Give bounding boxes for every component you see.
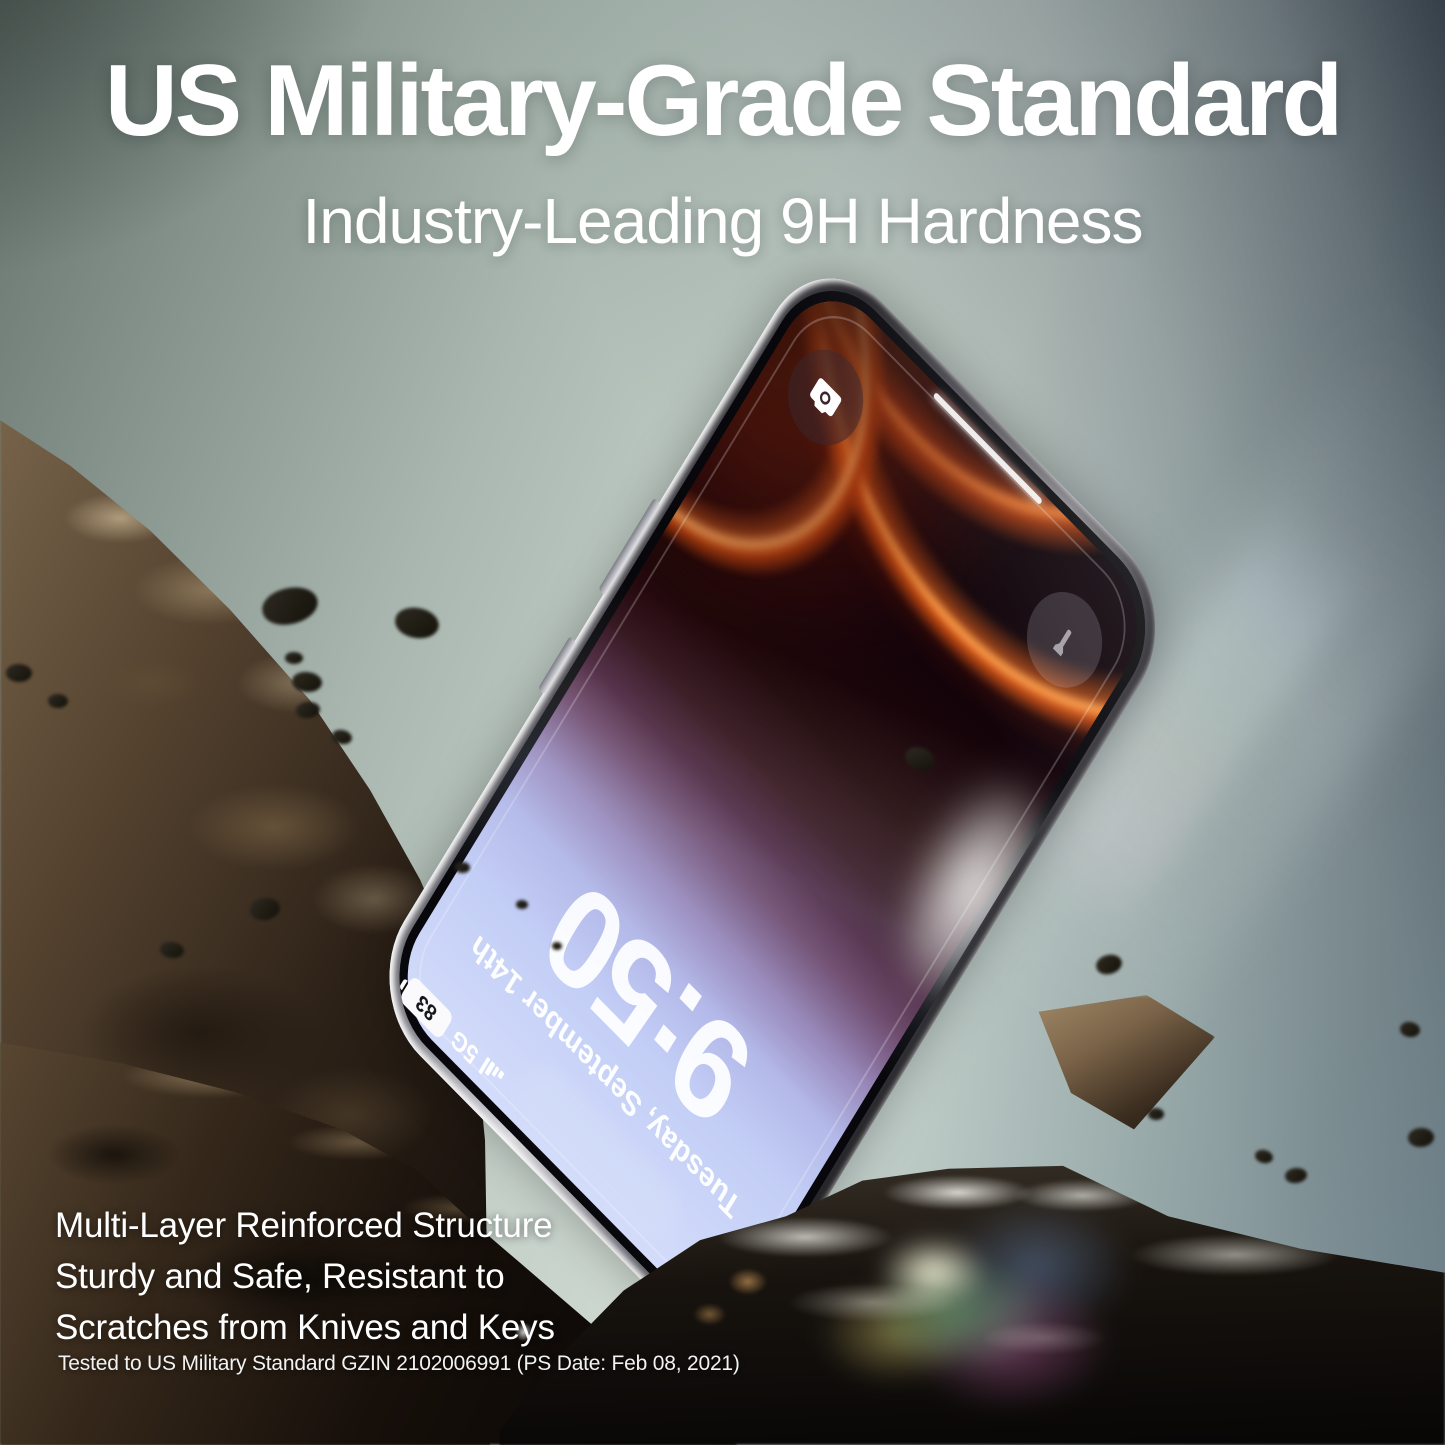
battery-icon: 83 <box>398 974 455 1041</box>
feature-line-1: Multi-Layer Reinforced Structure <box>55 1206 553 1245</box>
phone: 5G 83 Tuesday, September 14th 9:50 <box>359 239 1186 1366</box>
feature-line-3: Scratches from Knives and Keys <box>55 1308 555 1347</box>
cellular-signal-icon <box>477 1056 504 1089</box>
phone-screen: 5G 83 Tuesday, September 14th 9:50 <box>372 256 1172 1348</box>
lock-screen-ui: 5G 83 Tuesday, September 14th 9:50 <box>373 257 1172 1348</box>
flashlight-icon <box>1042 611 1086 669</box>
rock-debris <box>1148 1108 1164 1120</box>
camera-button <box>772 329 879 465</box>
network-label: 5G <box>445 1023 483 1070</box>
feature-line-2: Sturdy and Safe, Resistant to <box>55 1257 505 1296</box>
disclaimer: Tested to US Military Standard GZIN 2102… <box>58 1352 740 1375</box>
rock-debris <box>552 942 562 950</box>
sparkle-highlight <box>514 1322 534 1342</box>
camera-icon <box>799 362 853 432</box>
flashlight-button <box>1011 572 1118 708</box>
rock-debris <box>48 694 68 708</box>
subheadline: Industry-Leading 9H Hardness <box>302 185 1143 257</box>
rock-debris <box>285 652 303 664</box>
feature-text: Multi-Layer Reinforced Structure Sturdy … <box>55 1200 555 1353</box>
rock-debris <box>455 862 470 873</box>
rock-debris <box>516 900 528 909</box>
rock-debris <box>6 664 32 682</box>
battery-percent: 83 <box>412 989 441 1027</box>
headline: US Military-Grade Standard <box>104 45 1343 157</box>
